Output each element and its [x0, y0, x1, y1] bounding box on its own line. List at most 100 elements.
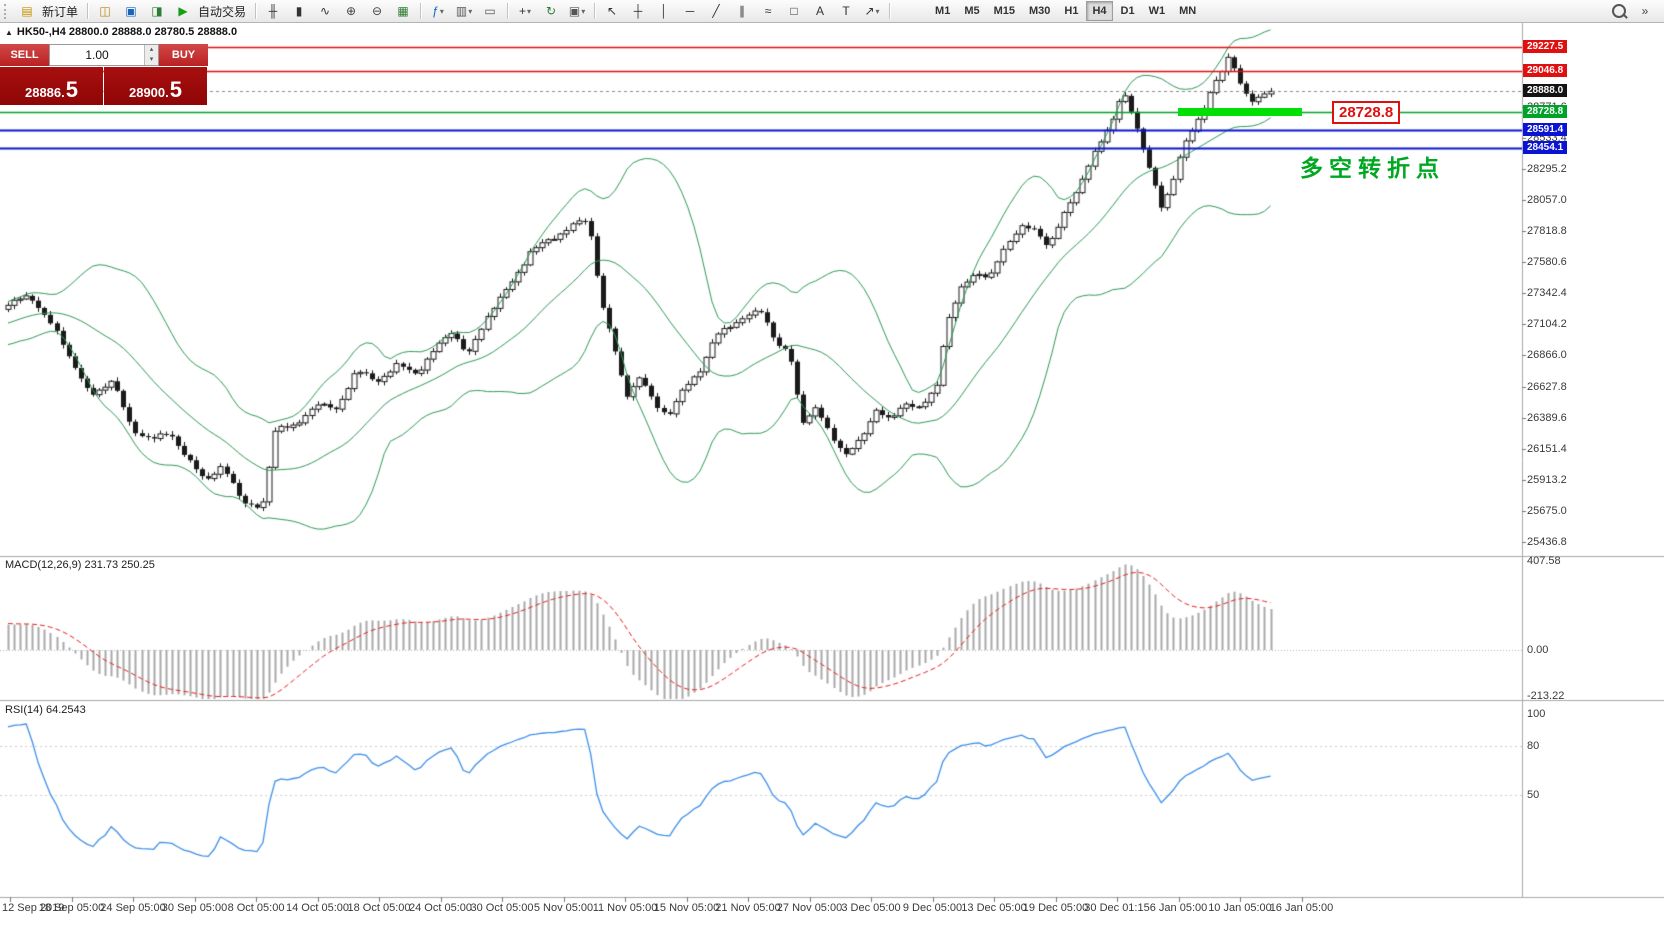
- toolbar-separator: [87, 3, 89, 19]
- templates-button[interactable]: ▥ ▾: [451, 0, 477, 22]
- rsi-axis-label: 50: [1527, 789, 1540, 801]
- pane-separator-macd[interactable]: [0, 554, 1664, 559]
- price-axis-label: 25913.2: [1527, 473, 1567, 486]
- toolbar-separator: [889, 3, 891, 19]
- label-tool-button[interactable]: T: [833, 0, 859, 22]
- timeframe-mn[interactable]: MN: [1179, 5, 1197, 17]
- cascade-windows-button[interactable]: ▭: [477, 0, 503, 22]
- quick-nav-button[interactable]: »: [1641, 4, 1649, 18]
- horizontal-line-tool-icon: ─: [685, 4, 695, 18]
- time-axis-label: 19 Dec 05:00: [1022, 902, 1089, 914]
- toolbar-separator: [255, 3, 257, 19]
- price-axis-label: 26627.8: [1527, 380, 1567, 393]
- chart-ohlc-text: HK50-,H4 28800.0 28888.0 28780.5 28888.0: [16, 26, 238, 38]
- candlestick-mode-button[interactable]: ▮: [286, 0, 312, 22]
- search-button[interactable]: [1606, 0, 1632, 22]
- market-watch-button[interactable]: ▣: [118, 0, 144, 22]
- autotrading-button[interactable]: ▶: [170, 0, 196, 22]
- new-chart-icon: +: [519, 4, 527, 18]
- navigator-button[interactable]: ◨: [144, 0, 170, 22]
- time-axis-label: 8 Oct 05:00: [227, 902, 285, 914]
- line-chart-mode-button[interactable]: ∿: [312, 0, 338, 22]
- shapes-tool-icon: □: [790, 4, 798, 18]
- price-axis-label: 26389.6: [1527, 411, 1567, 424]
- timeframe-h1[interactable]: H1: [1064, 5, 1079, 17]
- auto-scroll-button[interactable]: ↻: [538, 0, 564, 22]
- price-axis-label: 27818.8: [1527, 225, 1567, 238]
- zoom-in-button[interactable]: ⊕: [338, 0, 364, 22]
- volume-down-icon[interactable]: ▾: [145, 55, 158, 65]
- toolbar-grip[interactable]: [4, 3, 10, 19]
- toolbar-separator: [594, 3, 596, 19]
- candlestick-mode-icon: ▮: [295, 4, 303, 18]
- bar-chart-mode-icon: ╫: [268, 4, 278, 18]
- fibonacci-tool-button[interactable]: ≈: [755, 0, 781, 22]
- crosshair-tool-icon: ┼: [633, 4, 643, 18]
- timeframe-m15[interactable]: M15: [993, 5, 1015, 17]
- fibonacci-tool-icon: ≈: [764, 4, 772, 18]
- chevron-down-icon: ▾: [581, 6, 586, 16]
- new-order-button[interactable]: ▤: [14, 0, 40, 22]
- new-chart-button[interactable]: + ▾: [512, 0, 538, 22]
- bar-chart-mode-button[interactable]: ╫: [260, 0, 286, 22]
- turning-point-text[interactable]: 多空转折点: [1300, 155, 1445, 181]
- time-axis-label: 11 Nov 05:00: [592, 902, 658, 914]
- time-axis-label: 10 Jan 05:00: [1208, 902, 1272, 914]
- price-axis-label: 25675.0: [1527, 505, 1567, 518]
- shapes-tool-button[interactable]: □: [781, 0, 807, 22]
- arrows-tool-button[interactable]: ↗ ▾: [859, 0, 885, 22]
- time-axis-label: 30 Sep 05:00: [161, 902, 228, 914]
- cursor-tool-button[interactable]: ↖: [599, 0, 625, 22]
- zoom-out-button[interactable]: ⊖: [364, 0, 390, 22]
- trendline-tool-button[interactable]: ╱: [703, 0, 729, 22]
- timeframe-w1[interactable]: W1: [1148, 5, 1166, 17]
- screenshot-button[interactable]: ▣ ▾: [564, 0, 590, 22]
- timeframe-m1[interactable]: M1: [935, 5, 951, 17]
- horizontal-line-tool-button[interactable]: ─: [677, 0, 703, 22]
- label-tool-icon: T: [842, 4, 850, 18]
- one-click-trade-panel: SELL 1.00 ▴ ▾ BUY 28886. 5 28900. 5: [0, 44, 208, 105]
- volume-up-icon[interactable]: ▴: [145, 45, 158, 55]
- chevron-down-icon: ▾: [439, 6, 444, 16]
- timeframe-m30[interactable]: M30: [1029, 5, 1051, 17]
- time-axis-label: 24 Sep 05:00: [100, 902, 166, 914]
- sell-price-button[interactable]: 28886. 5: [0, 67, 103, 105]
- tile-windows-button[interactable]: ▦: [390, 0, 416, 22]
- search-icon: [1612, 4, 1626, 18]
- time-axis-label: 24 Oct 05:00: [409, 902, 472, 914]
- trendline-tool-icon: ╱: [712, 4, 720, 18]
- timeframe-m5[interactable]: M5: [964, 5, 980, 17]
- sell-price-pip: 5: [65, 77, 78, 102]
- time-axis-label: 6 Jan 05:00: [1149, 902, 1208, 914]
- volume-stepper[interactable]: ▴ ▾: [144, 45, 158, 65]
- price-axis-label: 26151.4: [1527, 442, 1567, 455]
- support-zone-highlight[interactable]: [1178, 108, 1302, 116]
- buy-price-button[interactable]: 28900. 5: [104, 67, 207, 105]
- cursor-tool-icon: ↖: [607, 4, 618, 18]
- buy-price-pip: 5: [169, 77, 182, 102]
- price-level-tag: 29227.5: [1523, 40, 1568, 53]
- charts-window-button[interactable]: ◫: [92, 0, 118, 22]
- indicators-button[interactable]: ƒ ▾: [425, 0, 451, 22]
- timeframe-group: M1 M5 M15 M30 H1 H4 D1 W1 MN: [928, 1, 1203, 21]
- support-level-label[interactable]: 28728.8: [1332, 101, 1401, 124]
- time-axis-label: 16 Jan 05:00: [1269, 902, 1334, 914]
- toolbar-separator: [507, 3, 509, 19]
- volume-field[interactable]: 1.00 ▴ ▾: [49, 44, 159, 66]
- vertical-line-tool-button[interactable]: │: [651, 0, 677, 22]
- channel-tool-button[interactable]: ∥: [729, 0, 755, 22]
- cascade-windows-icon: ▭: [484, 4, 496, 18]
- text-tool-button[interactable]: A: [807, 0, 833, 22]
- templates-icon: ▥: [455, 4, 468, 18]
- timeframe-h4[interactable]: H4: [1086, 1, 1113, 21]
- crosshair-tool-button[interactable]: ┼: [625, 0, 651, 22]
- new-order-icon: ▤: [21, 4, 33, 18]
- chart-collapse-icon: ▲: [5, 27, 13, 37]
- sell-button[interactable]: SELL: [0, 44, 49, 66]
- pane-separator-rsi[interactable]: [0, 699, 1664, 704]
- timeframe-d1[interactable]: D1: [1120, 5, 1135, 17]
- time-axis-label: 3 Dec 05:00: [841, 902, 901, 914]
- buy-button[interactable]: BUY: [159, 44, 208, 66]
- autotrading-icon: ▶: [178, 4, 188, 18]
